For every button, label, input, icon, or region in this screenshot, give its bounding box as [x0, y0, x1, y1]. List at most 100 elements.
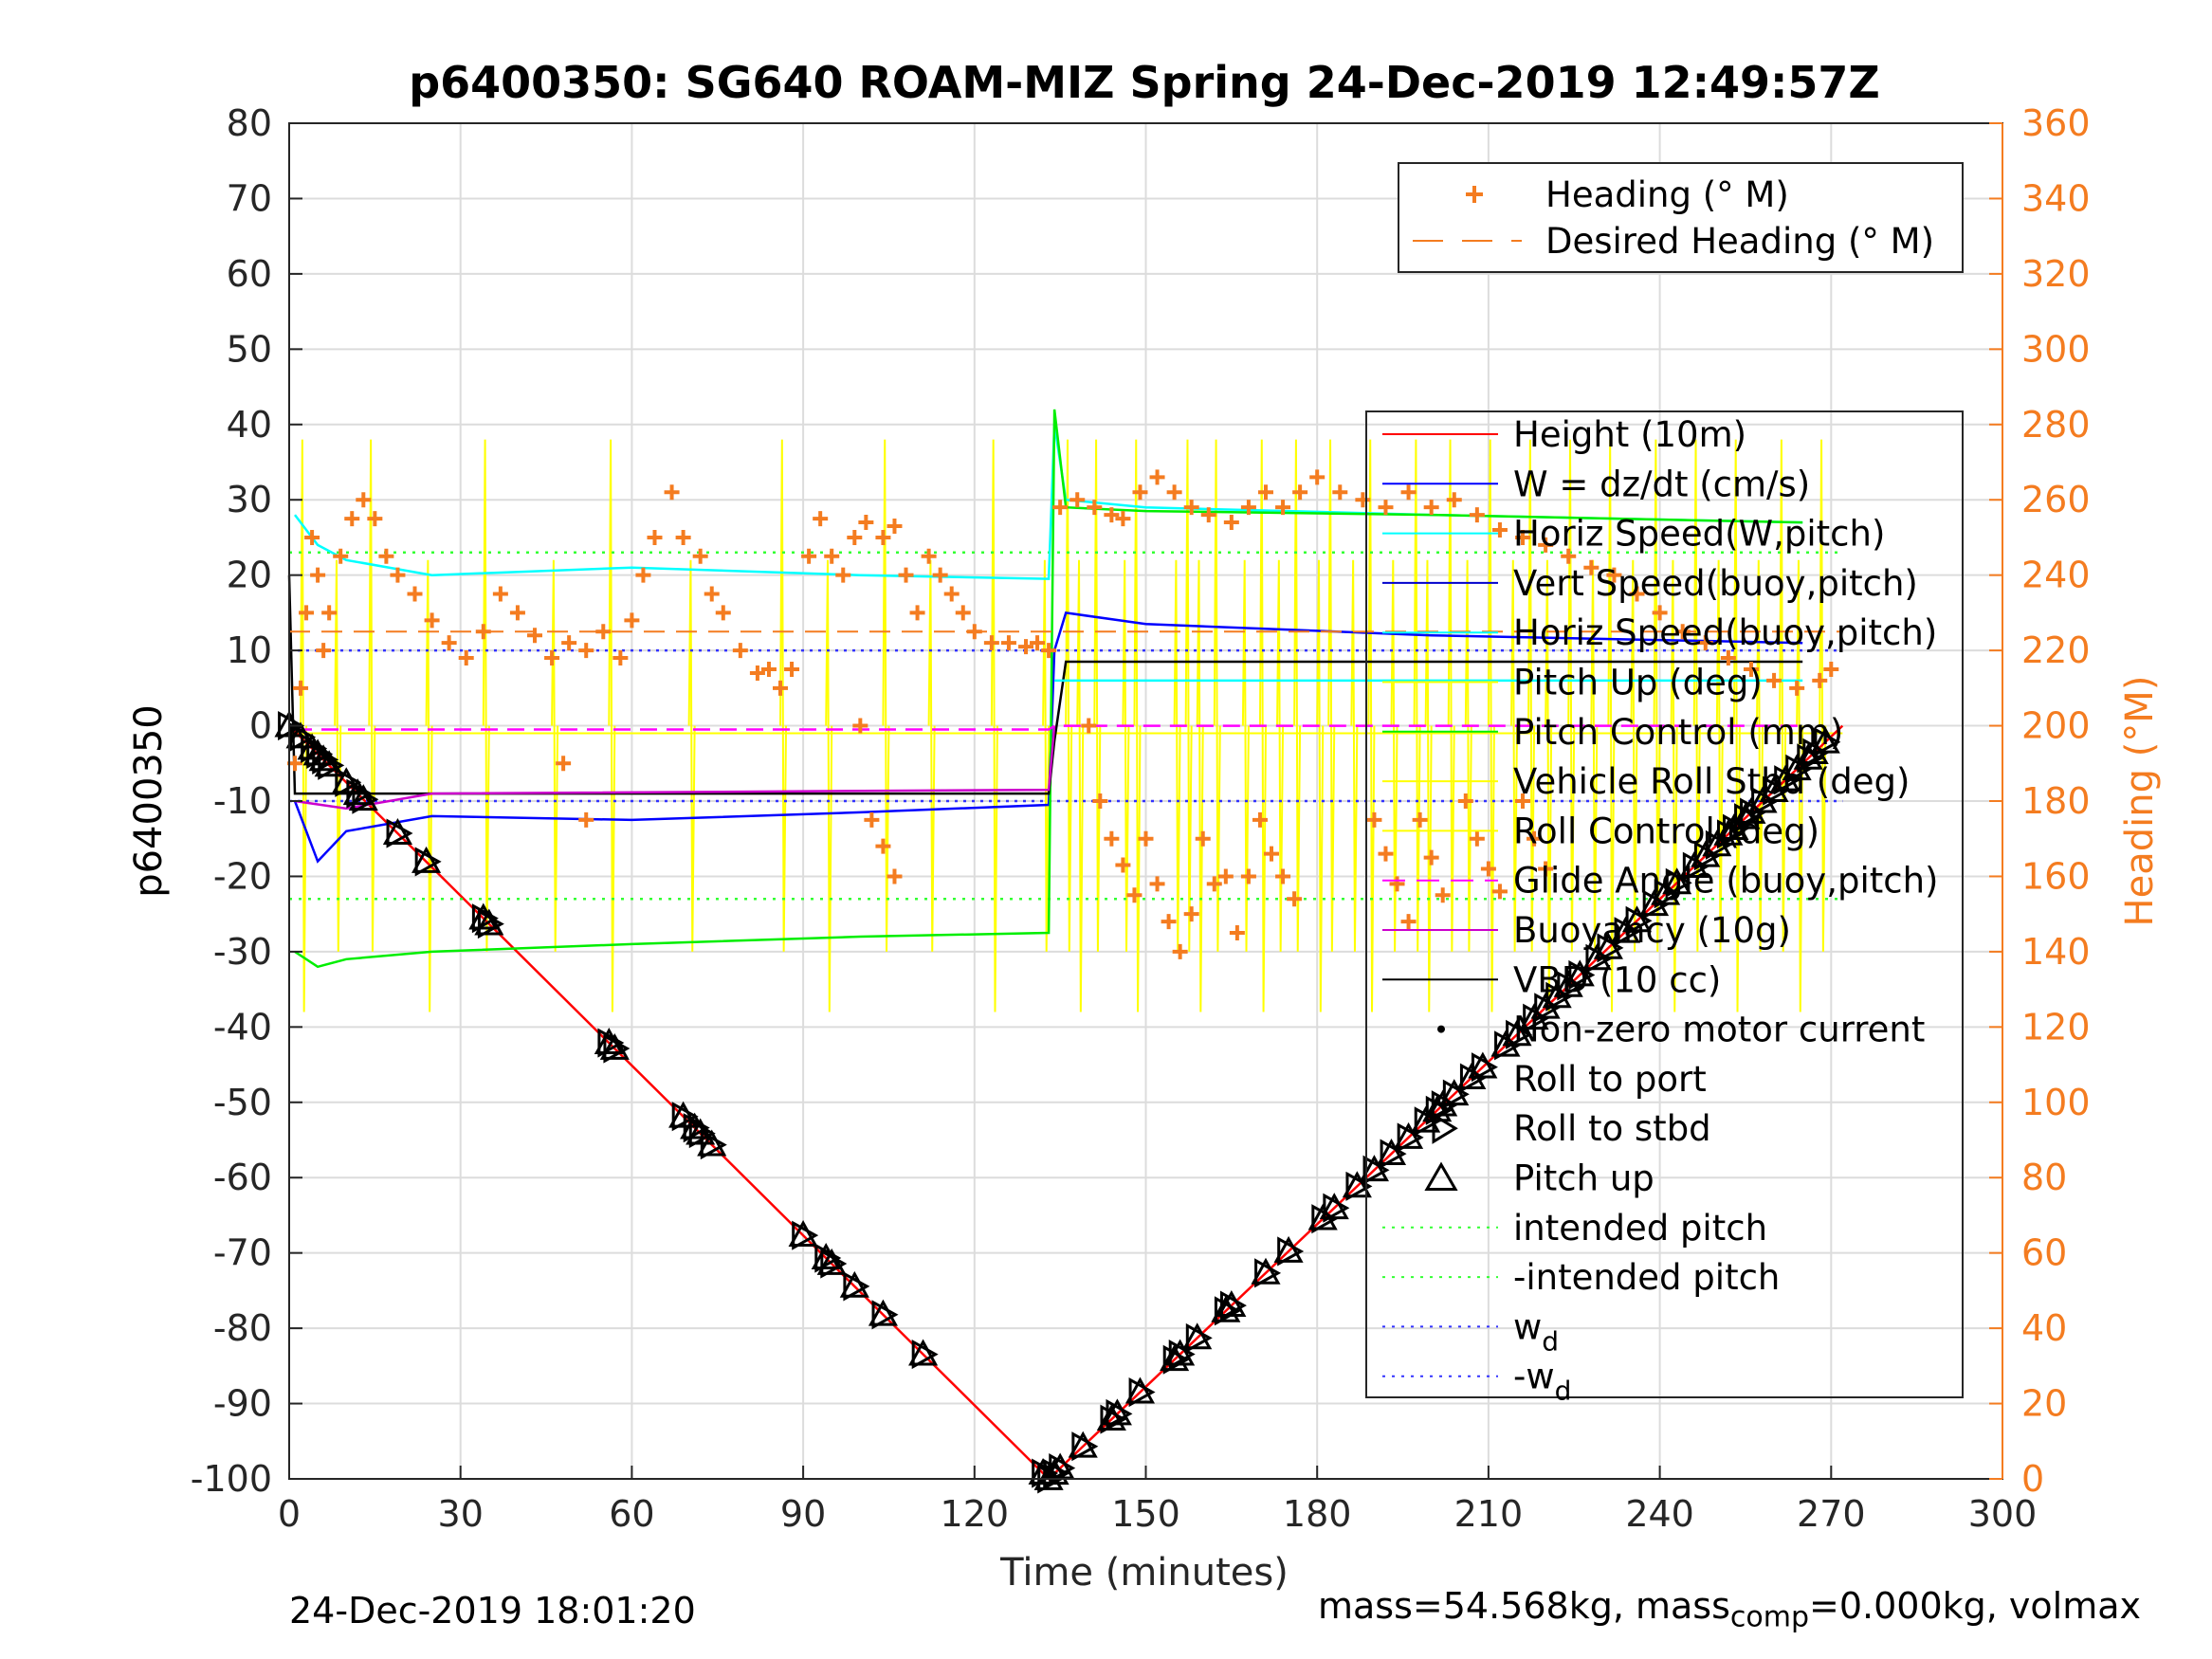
heading-point: [1743, 661, 1759, 677]
roll-marker: [1071, 1431, 1099, 1462]
heading-point: [1087, 500, 1103, 516]
pitch-up-marker: [331, 767, 361, 794]
roll-control-spike: [1509, 559, 1519, 952]
heading-point: [801, 548, 817, 564]
heading-point: [875, 529, 891, 545]
heading-point: [1332, 484, 1348, 501]
right-y-tick-label: 260: [2021, 479, 2091, 520]
pitch-up-marker: [788, 1220, 818, 1248]
pitch-up-marker: [839, 1270, 869, 1298]
roll-marker: [386, 818, 413, 848]
roll-control-spike: [1779, 439, 1787, 952]
roll-control-spike: [882, 439, 890, 952]
heading-point: [441, 635, 457, 651]
left-y-tick-label: 50: [227, 328, 272, 370]
heading-point: [955, 605, 971, 621]
pitch-up-marker: [1045, 1452, 1075, 1480]
pitch-up-marker: [1068, 1431, 1098, 1458]
heading-point: [390, 567, 406, 583]
heading-point: [864, 811, 880, 828]
pitch-up-marker: [1394, 1121, 1424, 1149]
heading-point: [847, 529, 863, 545]
pitch-up-marker: [1713, 818, 1744, 846]
pitch-up-marker: [1273, 1235, 1304, 1263]
heading-point: [1561, 548, 1577, 564]
heading-point: [1172, 943, 1188, 959]
heading-point: [1789, 680, 1805, 696]
roll-control-spike: [1173, 559, 1181, 952]
heading-point: [647, 529, 663, 545]
pitch-up-marker: [1342, 1171, 1372, 1198]
pitch-up-marker: [1376, 1138, 1407, 1165]
pitch-up-marker: [474, 908, 504, 936]
left-y-tick-label: 0: [249, 705, 272, 747]
legend-heading-label: Heading (° M): [1545, 174, 1789, 215]
heading-point: [835, 567, 851, 583]
x-tick-label: 300: [1968, 1493, 2038, 1535]
roll-marker: [1100, 1404, 1127, 1434]
x-tick-label: 180: [1283, 1493, 1352, 1535]
roll-control-spike: [825, 559, 833, 1012]
heading-point: [813, 511, 829, 527]
legend-label: Roll to port: [1513, 1059, 1707, 1100]
series-line: [293, 611, 1803, 864]
roll-control-spike: [368, 439, 376, 952]
heading-point: [1823, 661, 1839, 677]
pitch-up-marker: [382, 817, 412, 845]
pitch-up-marker: [1160, 1344, 1190, 1372]
heading-point: [1526, 830, 1543, 847]
left-y-tick-label: -40: [213, 1006, 272, 1048]
heading-point: [1200, 507, 1216, 523]
right-y-tick-label: 200: [2021, 705, 2091, 747]
heading-point: [966, 624, 982, 640]
legend-label-subscript: d: [1555, 1376, 1572, 1407]
heading-point: [1766, 672, 1782, 688]
heading-point: [1674, 624, 1691, 640]
roll-marker: [1814, 727, 1841, 757]
pitch-up-marker: [697, 1129, 727, 1157]
roll-control-spike: [1464, 559, 1472, 952]
heading-point: [1435, 887, 1451, 903]
footer-mass-label: mass=54.568kg, mass: [1318, 1585, 1730, 1627]
legend-label: VBD (10 cc): [1513, 959, 1721, 1000]
heading-point: [1104, 507, 1120, 523]
roll-marker: [871, 1300, 899, 1330]
roll-control-spike: [1692, 439, 1701, 952]
roll-marker: [1797, 743, 1824, 774]
heading-point: [887, 519, 903, 535]
legend-label-subscript: d: [1542, 1325, 1559, 1357]
right-y-tick-label: 180: [2021, 780, 2091, 822]
roll-control-spike: [990, 439, 998, 1012]
footer-timestamp: 24-Dec-2019 18:01:20: [289, 1590, 696, 1632]
legend-label: W = dz/dt (cm/s): [1513, 464, 1810, 504]
legend-label: wd: [1513, 1306, 1559, 1357]
roll-control-spike: [1065, 439, 1073, 952]
heading-point: [321, 605, 338, 621]
pitch-up-marker: [1730, 802, 1761, 830]
heading-point: [704, 586, 720, 602]
left-y-tick-label: 30: [227, 479, 272, 520]
roll-control-spike: [687, 559, 696, 952]
pitch-up-marker: [1593, 932, 1623, 959]
right-y-tick-label: 20: [2021, 1383, 2067, 1425]
x-tick-label: 150: [1111, 1493, 1180, 1535]
roll-marker: [1219, 1290, 1247, 1321]
x-tick-label: 120: [941, 1493, 1010, 1535]
heading-point: [858, 515, 874, 531]
roll-control-spike: [1184, 439, 1193, 952]
roll-control-spike: [1316, 559, 1325, 1012]
right-y-tick-label: 340: [2021, 177, 2091, 219]
heading-point: [1720, 650, 1736, 666]
roll-control-spike: [1424, 559, 1433, 1012]
series-line: [294, 725, 1056, 811]
pitch-up-marker: [314, 750, 344, 777]
pitch-up-marker: [1502, 1019, 1532, 1047]
legend-label: Pitch Up (deg): [1513, 663, 1763, 703]
pitch-up-marker: [1102, 1398, 1132, 1426]
heading-point: [407, 586, 423, 602]
heading-point: [773, 680, 789, 696]
legend-label: Roll Control (deg): [1513, 811, 1819, 851]
heading-point: [1292, 484, 1308, 501]
heading-point: [544, 650, 560, 666]
series-line: [294, 409, 1803, 969]
